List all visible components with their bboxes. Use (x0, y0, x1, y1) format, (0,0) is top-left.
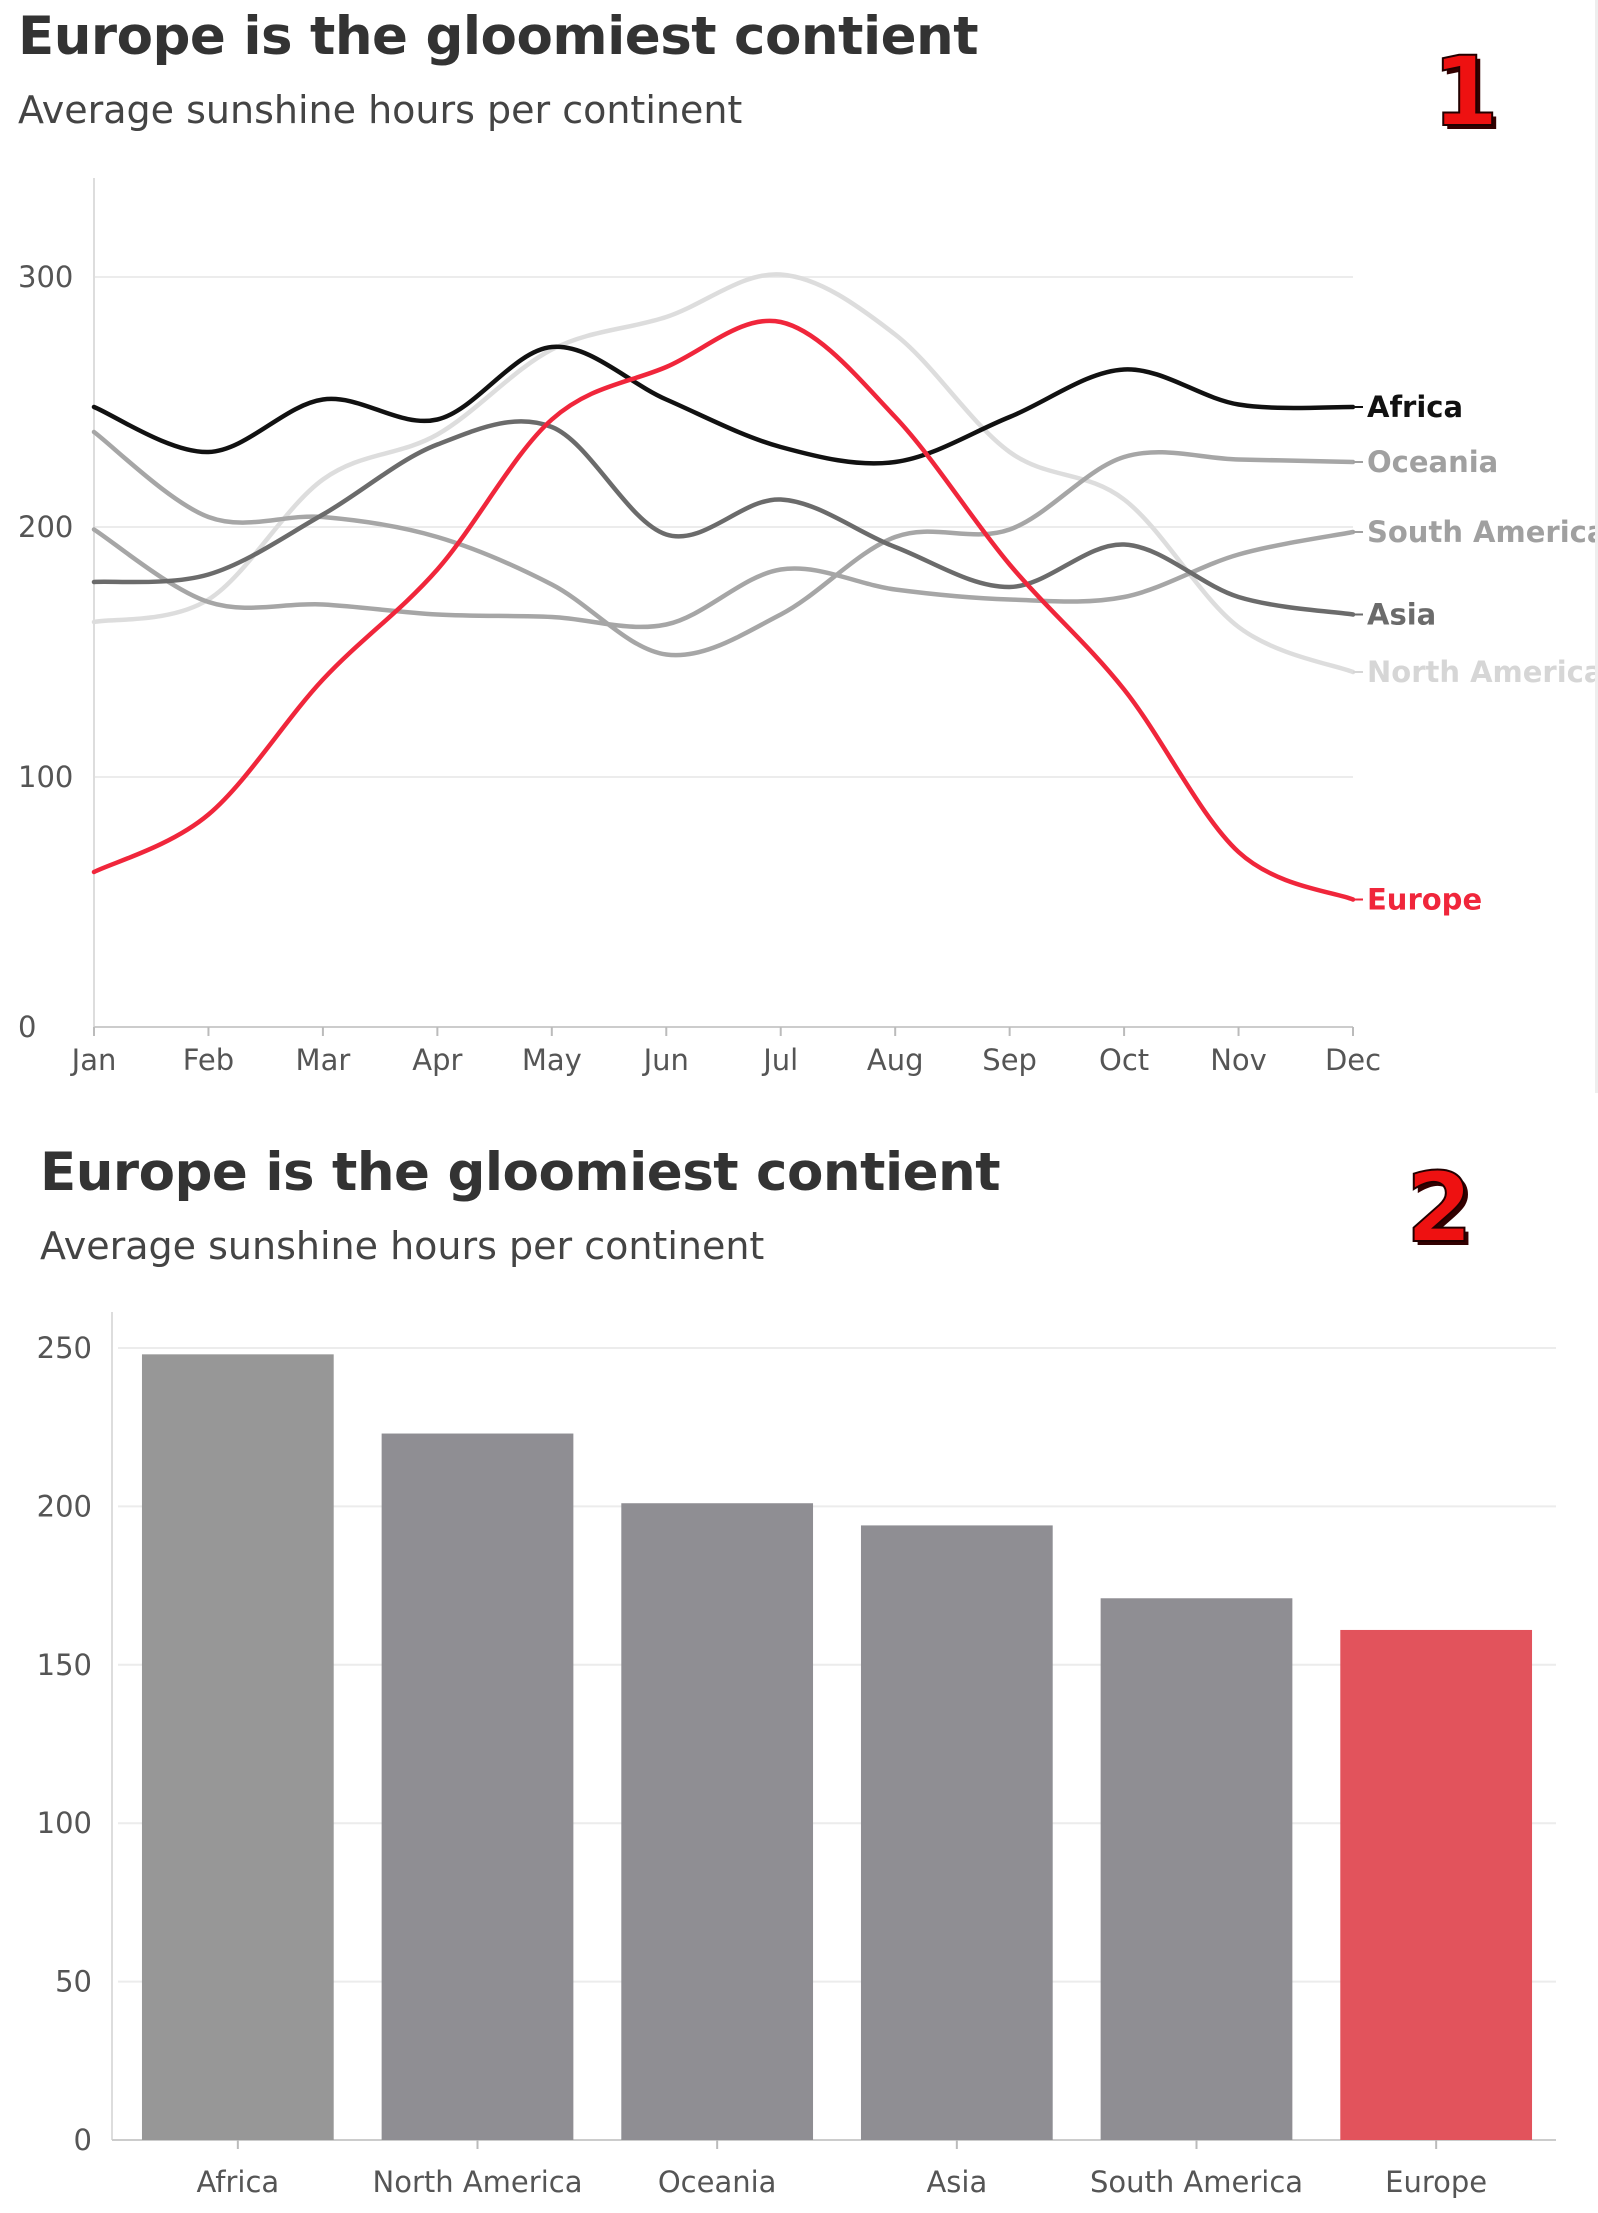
y-tick-label: 150 (37, 1648, 92, 1682)
chart-title: Europe is the gloomiest contient (40, 1142, 1001, 1203)
series-end-label-europe: Europe (1367, 883, 1482, 917)
series-line-south-america (91, 527, 1356, 630)
chart-subtitle: Average sunshine hours per continent (18, 88, 743, 132)
x-tick-label: Sep (982, 1043, 1037, 1077)
bar-chart: 0 50 100 150 200 250 Africa North America Oceani… (37, 1312, 1556, 2199)
bar-chart-panel: Europe is the gloomiest contient Average… (0, 1100, 1598, 2213)
line-chart: 0 100 200 300 Jan Feb Mar Apr May Jun Jul Aug Sep Oct… (18, 178, 1598, 1077)
x-tick-label: Dec (1325, 1043, 1381, 1077)
x-tick-label: Nov (1210, 1043, 1267, 1077)
bar-asia (860, 1525, 1053, 2140)
y-tick-label: 200 (37, 1489, 92, 1523)
x-tick-label: May (522, 1043, 582, 1077)
panel-border (1595, 0, 1598, 1093)
x-tick-label: Africa (196, 2165, 279, 2199)
x-tick-label: Jun (642, 1043, 689, 1077)
x-tick-label: Jul (761, 1043, 798, 1077)
x-tick-label: Oceania (658, 2165, 777, 2199)
bar-europe (1340, 1629, 1533, 2140)
series-end-label-africa: Africa (1367, 390, 1463, 424)
chart-title: Europe is the gloomiest contient (18, 6, 979, 67)
x-tick-label: South America (1090, 2165, 1303, 2199)
y-tick-label: 100 (37, 1806, 92, 1840)
bar-africa (141, 1354, 334, 2140)
x-tick-label: Mar (296, 1043, 351, 1077)
x-tick-label: Europe (1385, 2165, 1487, 2199)
series-line-oceania (91, 429, 1356, 658)
x-tick-label: Aug (867, 1043, 924, 1077)
line-chart-panel: Europe is the gloomiest contient Average… (0, 0, 1598, 1093)
y-tick-label: 200 (18, 510, 73, 544)
panel-number-badge: 1 (1431, 36, 1500, 148)
series-line-europe (91, 318, 1356, 902)
series-end-label-asia: Asia (1367, 598, 1436, 632)
x-tick-label: Apr (412, 1043, 462, 1077)
y-tick-label: 50 (55, 1965, 92, 1999)
panel-number-badge: 2 (1405, 1152, 1474, 1264)
series-end-label-south-america: South America (1367, 515, 1598, 549)
series-end-label-north-america: North America (1367, 655, 1598, 689)
bar-oceania (621, 1503, 814, 2140)
series-line-africa (91, 344, 1356, 466)
x-tick-label: Feb (183, 1043, 234, 1077)
y-tick-label: 300 (18, 260, 73, 294)
y-tick-label: 100 (18, 760, 73, 794)
y-tick-label: 0 (18, 1010, 36, 1044)
x-tick-label: Asia (926, 2165, 987, 2199)
y-tick-label: 250 (37, 1331, 92, 1365)
series-end-label-oceania: Oceania (1367, 445, 1498, 479)
x-tick-label: North America (373, 2165, 583, 2199)
bar-north-america (381, 1433, 574, 2140)
bar-south-america (1100, 1598, 1293, 2140)
series-line-asia (91, 419, 1356, 617)
x-tick-label: Jan (70, 1043, 117, 1077)
series-line-north-america (91, 272, 1356, 675)
chart-subtitle: Average sunshine hours per continent (40, 1224, 765, 1268)
x-tick-label: Oct (1099, 1043, 1149, 1077)
y-tick-label: 0 (74, 2123, 92, 2157)
